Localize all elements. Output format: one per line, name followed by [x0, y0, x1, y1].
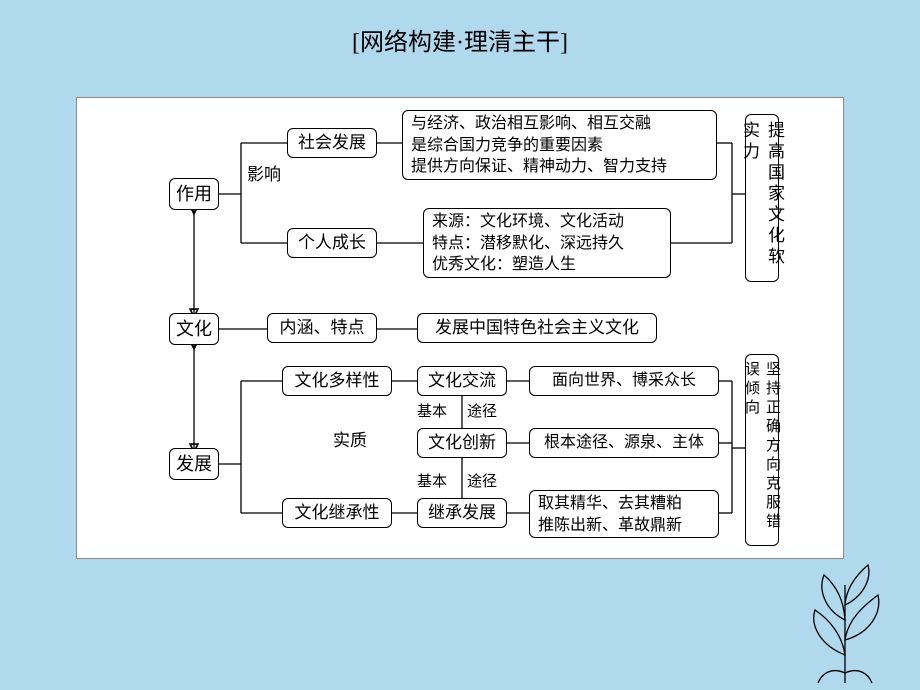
label-jiben1: 基本	[417, 400, 447, 421]
box-qujing: 取其精华、去其糟粕推陈出新、革故鼎新	[529, 490, 719, 538]
box-duoyang: 文化多样性	[282, 366, 392, 396]
plant-decoration	[790, 555, 900, 690]
box-shehui: 社会发展	[287, 128, 377, 158]
box-chuangxin: 文化创新	[417, 428, 507, 458]
label-tujing2: 途径	[467, 470, 497, 491]
box-fazhongte: 发展中国特色社会主义文化	[417, 313, 657, 343]
label-tujing1: 途径	[467, 400, 497, 421]
box-jcfz: 继承发展	[417, 498, 507, 528]
box-shehuibox: 与经济、政治相互影响、相互交融是综合国力竞争的重要因素提供方向保证、精神动力、智…	[402, 110, 717, 180]
label-jiben2: 基本	[417, 470, 447, 491]
box-genben: 根本途径、源泉、主体	[529, 428, 719, 458]
box-neihan: 内涵、特点	[267, 313, 377, 343]
vbox-jianchi: 坚持正确方向克服错误倾向	[745, 354, 779, 546]
diagram-canvas: 文化 作用发展 社会发展个人成长内涵、特点文化多样性文化继承性 文化交流文化创新继承发…	[76, 97, 844, 559]
box-jicheng: 文化继承性	[282, 498, 392, 528]
box-zuoyong: 作用	[169, 178, 219, 210]
page-title: [网络构建·理清主干]	[0, 22, 920, 57]
box-jiaoliu: 文化交流	[417, 366, 507, 396]
box-wenhua: 文化	[169, 313, 219, 345]
box-mianxiang: 面向世界、博采众长	[529, 366, 719, 396]
label-yingxiang: 影响	[247, 160, 281, 185]
label-shizhi: 实质	[333, 426, 367, 451]
box-gerenbox: 来源：文化环境、文化活动特点：潜移默化、深远持久优秀文化：塑造人生	[423, 208, 671, 278]
box-fazhan: 发展	[169, 448, 219, 480]
box-geren: 个人成长	[287, 228, 377, 258]
vbox-tigao: 提高国家文化软实力	[745, 114, 779, 282]
